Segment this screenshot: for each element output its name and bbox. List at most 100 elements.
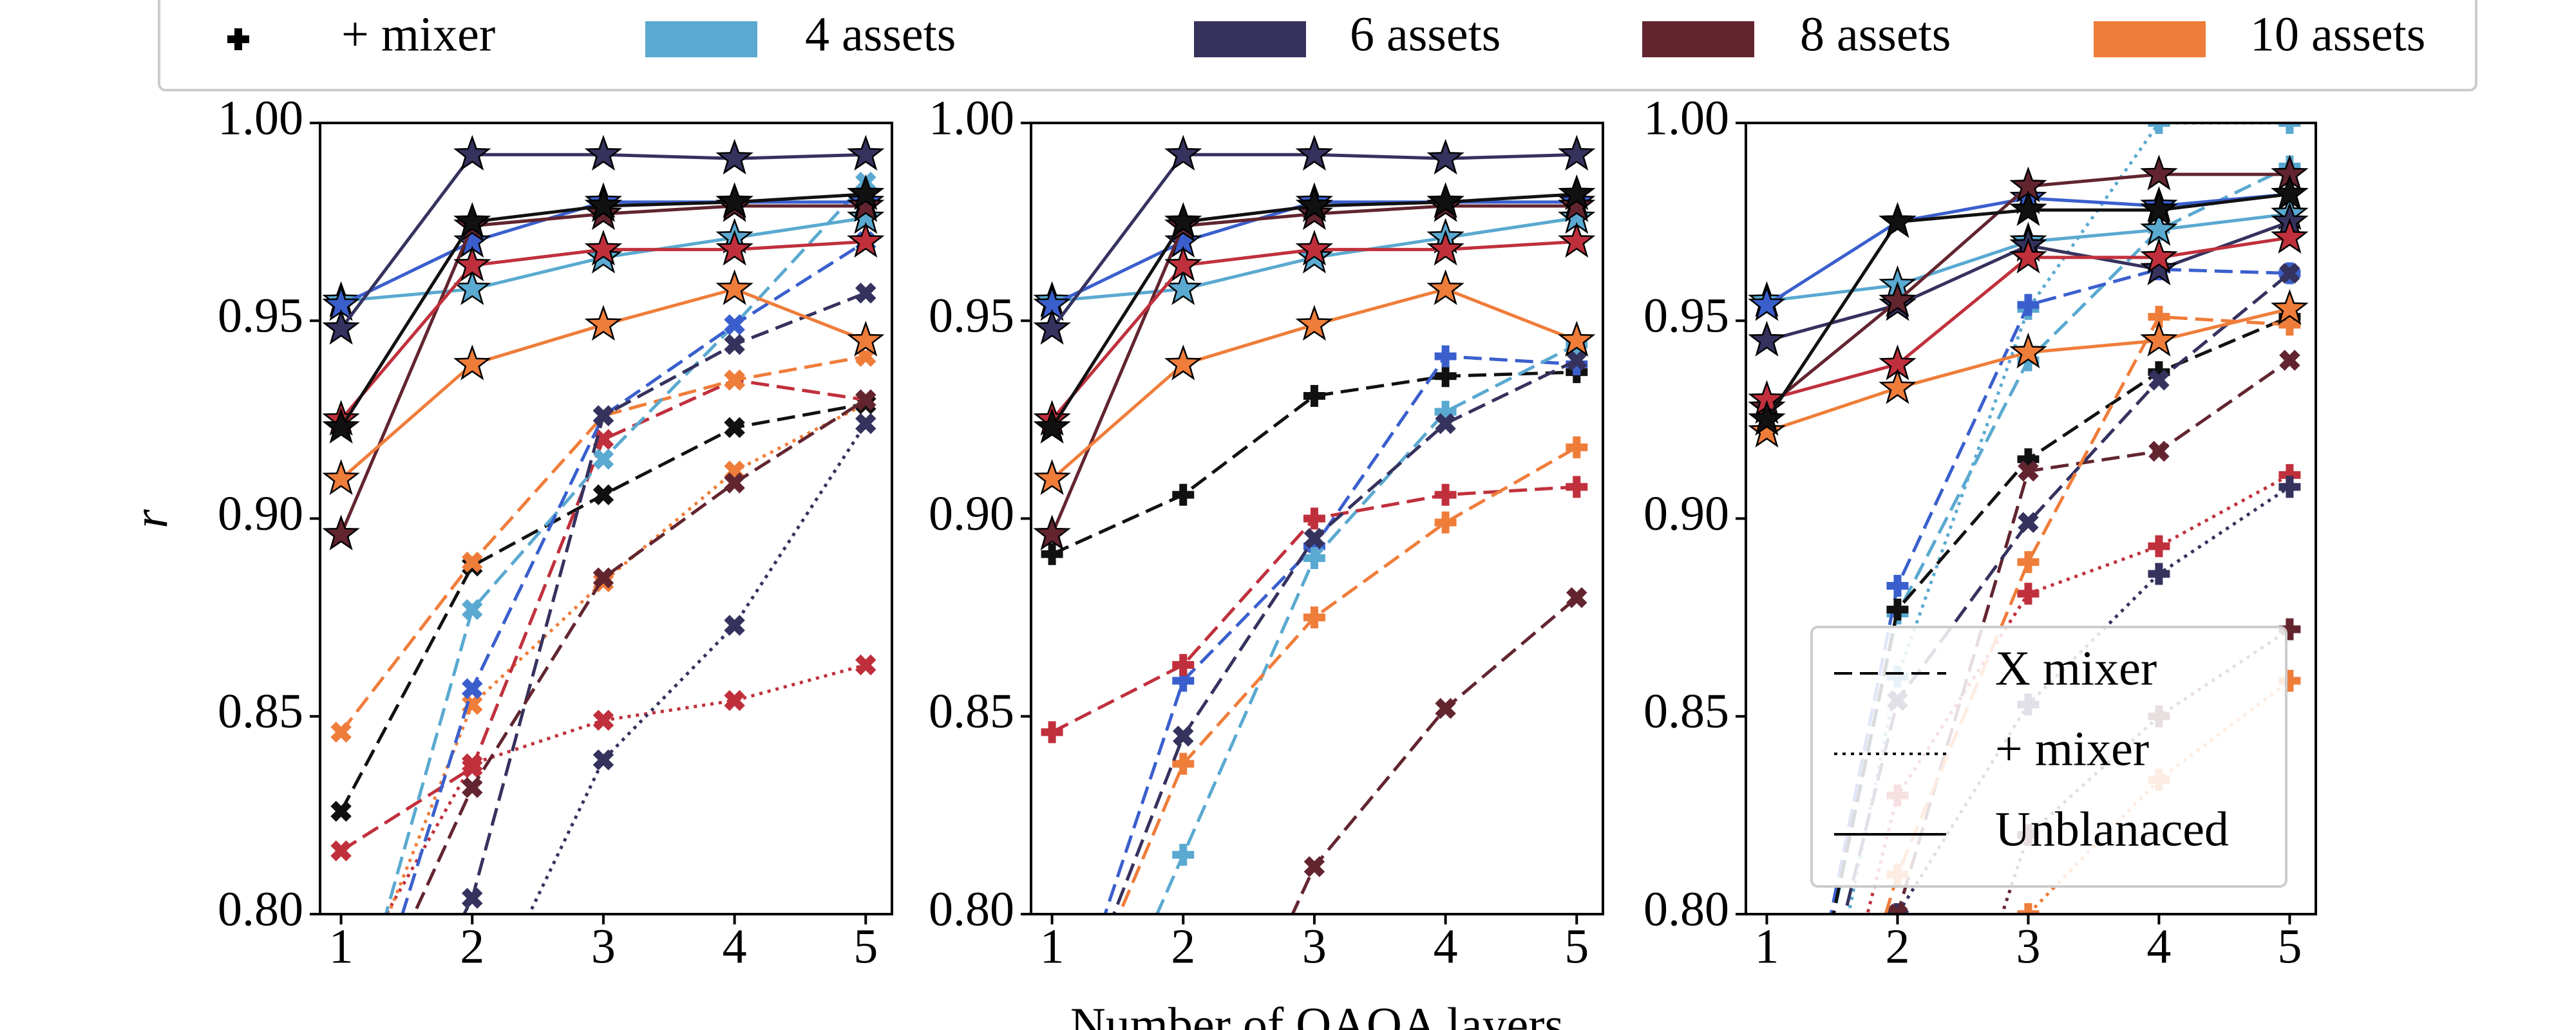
x-tick-label: 5 — [1564, 919, 1589, 973]
data-point — [453, 245, 491, 282]
data-point — [1886, 574, 1909, 597]
data-point — [2271, 174, 2309, 211]
data-point — [1295, 304, 1334, 341]
data-point — [2009, 238, 2047, 274]
data-point — [322, 459, 360, 495]
y-tick-label: 0.85 — [218, 684, 303, 738]
data-point — [1748, 400, 1786, 436]
data-point — [322, 514, 360, 550]
series-line — [401, 240, 867, 914]
series-line — [1884, 315, 2290, 914]
data-point — [2271, 289, 2309, 325]
data-point — [2279, 263, 2300, 284]
data-point — [1558, 135, 1596, 171]
data-point — [453, 201, 491, 238]
data-point — [715, 229, 753, 266]
data-point — [330, 800, 352, 822]
data-point — [2009, 332, 2047, 369]
x-tick-label: 3 — [1302, 919, 1327, 973]
x-tick-label: 4 — [2146, 919, 2171, 973]
data-point — [847, 174, 885, 211]
data-point — [1435, 413, 1456, 435]
data-point — [1303, 547, 1325, 569]
data-point — [2017, 903, 2040, 914]
data-point — [855, 282, 876, 304]
data-point — [1748, 285, 1786, 321]
data-point — [2017, 448, 2040, 471]
data-point — [2140, 238, 2178, 274]
legend-label: 4 assets — [805, 7, 956, 61]
y-tick-label: 1.00 — [1643, 91, 1729, 145]
data-point — [1172, 726, 1194, 747]
legend-label: + mixer — [341, 7, 495, 61]
legend-label: + mixer — [1995, 722, 2149, 776]
data-point — [1033, 514, 1071, 550]
data-point — [2148, 535, 2170, 557]
data-point — [2009, 190, 2047, 227]
data-point — [1164, 201, 1202, 238]
data-point — [1879, 368, 1917, 404]
data-point — [592, 709, 614, 731]
data-point — [2018, 460, 2039, 482]
data-point — [1172, 483, 1195, 506]
x-tick-label: 5 — [853, 919, 878, 973]
data-point — [715, 138, 753, 175]
data-point — [1434, 365, 1457, 388]
data-point — [1887, 903, 1908, 914]
data-point — [322, 308, 360, 345]
y-tick-label: 1.00 — [929, 91, 1014, 145]
data-point — [1558, 174, 1596, 211]
data-point — [592, 405, 614, 426]
y-tick-label: 1.00 — [218, 91, 303, 145]
data-point — [1303, 606, 1325, 629]
data-point — [724, 417, 745, 438]
data-point — [322, 407, 360, 444]
x-tick-label: 2 — [1171, 919, 1195, 973]
series-line — [339, 355, 866, 733]
data-point — [1172, 670, 1195, 692]
data-point — [326, 978, 357, 1009]
series-line — [340, 378, 866, 852]
legend-swatch — [645, 21, 757, 57]
data-point — [2017, 583, 2040, 605]
y-tick-label: 0.95 — [929, 289, 1014, 343]
data-point — [1434, 400, 1457, 423]
data-point — [715, 182, 753, 218]
legend-swatch — [1194, 21, 1306, 57]
y-tick-label: 0.80 — [1643, 882, 1729, 936]
data-point — [1303, 856, 1325, 877]
y-tick-label: 0.90 — [218, 487, 303, 541]
data-point — [1295, 229, 1334, 266]
data-point — [2140, 154, 2178, 191]
data-point — [1164, 344, 1202, 380]
data-point — [326, 1017, 357, 1030]
y-tick-label: 0.80 — [929, 882, 1014, 936]
data-point — [2278, 670, 2301, 692]
data-point — [2148, 123, 2170, 134]
data-point — [461, 777, 483, 798]
data-point — [855, 654, 876, 676]
data-point — [453, 344, 491, 380]
data-point — [2017, 551, 2040, 574]
data-point — [1303, 385, 1325, 407]
data-point — [724, 333, 745, 355]
data-point — [2278, 123, 2301, 134]
data-point — [584, 229, 623, 266]
data-point — [2018, 512, 2039, 533]
y-tick-label: 0.90 — [1643, 487, 1729, 541]
data-point — [2279, 350, 2300, 371]
data-point — [592, 749, 614, 771]
data-point — [1303, 535, 1325, 557]
data-point — [724, 314, 745, 335]
x-tick-label: 4 — [723, 919, 747, 973]
data-point — [461, 757, 483, 778]
data-point — [584, 135, 623, 171]
data-point — [847, 135, 885, 171]
data-point — [855, 413, 876, 435]
data-point — [1172, 653, 1195, 676]
data-point — [2271, 218, 2309, 254]
data-point — [1434, 511, 1457, 534]
data-point — [2148, 563, 2170, 585]
y-tick-label: 0.95 — [1643, 289, 1729, 343]
data-point — [2148, 370, 2170, 391]
